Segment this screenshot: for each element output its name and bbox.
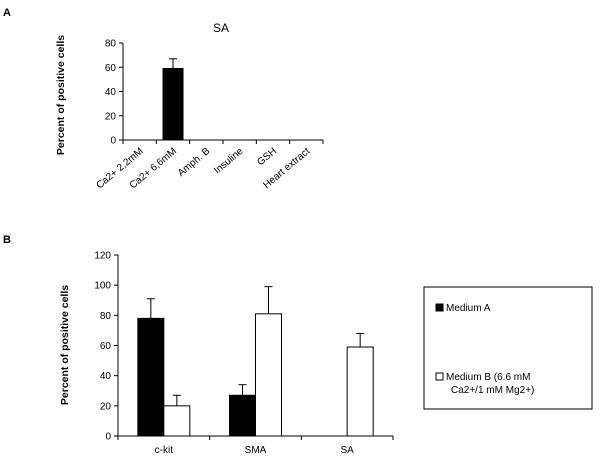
legend-label-medium-a: Medium A [446,303,491,314]
chart-a-ylabel: Percent of positive cells [55,35,67,155]
category-label: SMA [245,445,267,456]
panel-a: A SA Percent of positive cells 0 20 40 60 80… [3,7,324,192]
y-tick-label: 60 [100,341,112,352]
bar [346,346,374,437]
panel-b: B Percent of positive cells 0 20 40 60 80 100… [3,234,593,456]
legend-label-medium-b-line-2: Ca2+/1 mM Mg2+) [451,385,534,396]
y-tick-label: 40 [100,371,112,382]
y-tick-label: 20 [105,111,117,122]
chart-b-legend: Medium A Medium B (6.6 mM Ca2+/1 mM Mg2+… [423,286,593,410]
y-tick-label: 20 [100,401,112,412]
panel-a-letter: A [3,7,11,19]
chart-b-bars [137,286,374,437]
bar [255,313,282,437]
legend-label-medium-b-line-1: Medium B (6.6 mM [446,372,530,383]
y-tick-label: 0 [105,432,111,443]
category-label: GSH [255,146,279,168]
bar [229,394,256,437]
category-label: Amph. B [176,146,213,179]
chart-a-bars [162,58,184,141]
legend-swatch-medium-b [435,372,444,381]
chart-b-ylabel: Percent of positive cells [59,285,71,405]
category-label: SA [340,445,354,456]
chart-a-y-ticks: 0 20 40 60 80 [105,39,123,147]
chart-a-title: SA [213,21,229,35]
legend-label-medium-b: Medium B (6.6 mM Ca2+/1 mM Mg2+) [446,372,534,396]
panel-b-letter: B [3,234,11,246]
legend-swatch-medium-a [435,303,444,312]
y-tick-label: 100 [94,281,111,292]
chart-b-y-ticks: 0 20 40 60 80 100 120 [94,251,118,443]
chart-b-category-labels: c-kit SMA SA [155,445,355,456]
y-tick-label: 80 [100,311,112,322]
bar [137,317,165,437]
y-tick-label: 120 [94,251,111,262]
y-tick-label: 40 [105,87,117,98]
y-tick-label: 60 [105,63,117,74]
category-label: Insuline [212,146,246,177]
category-label: c-kit [155,445,174,456]
bar [162,67,184,141]
chart-b-axes [117,255,394,440]
chart-a-axes [122,43,324,144]
legend-box [423,286,593,410]
y-tick-label: 80 [105,39,117,50]
y-tick-label: 0 [110,136,116,147]
bar [163,405,191,437]
